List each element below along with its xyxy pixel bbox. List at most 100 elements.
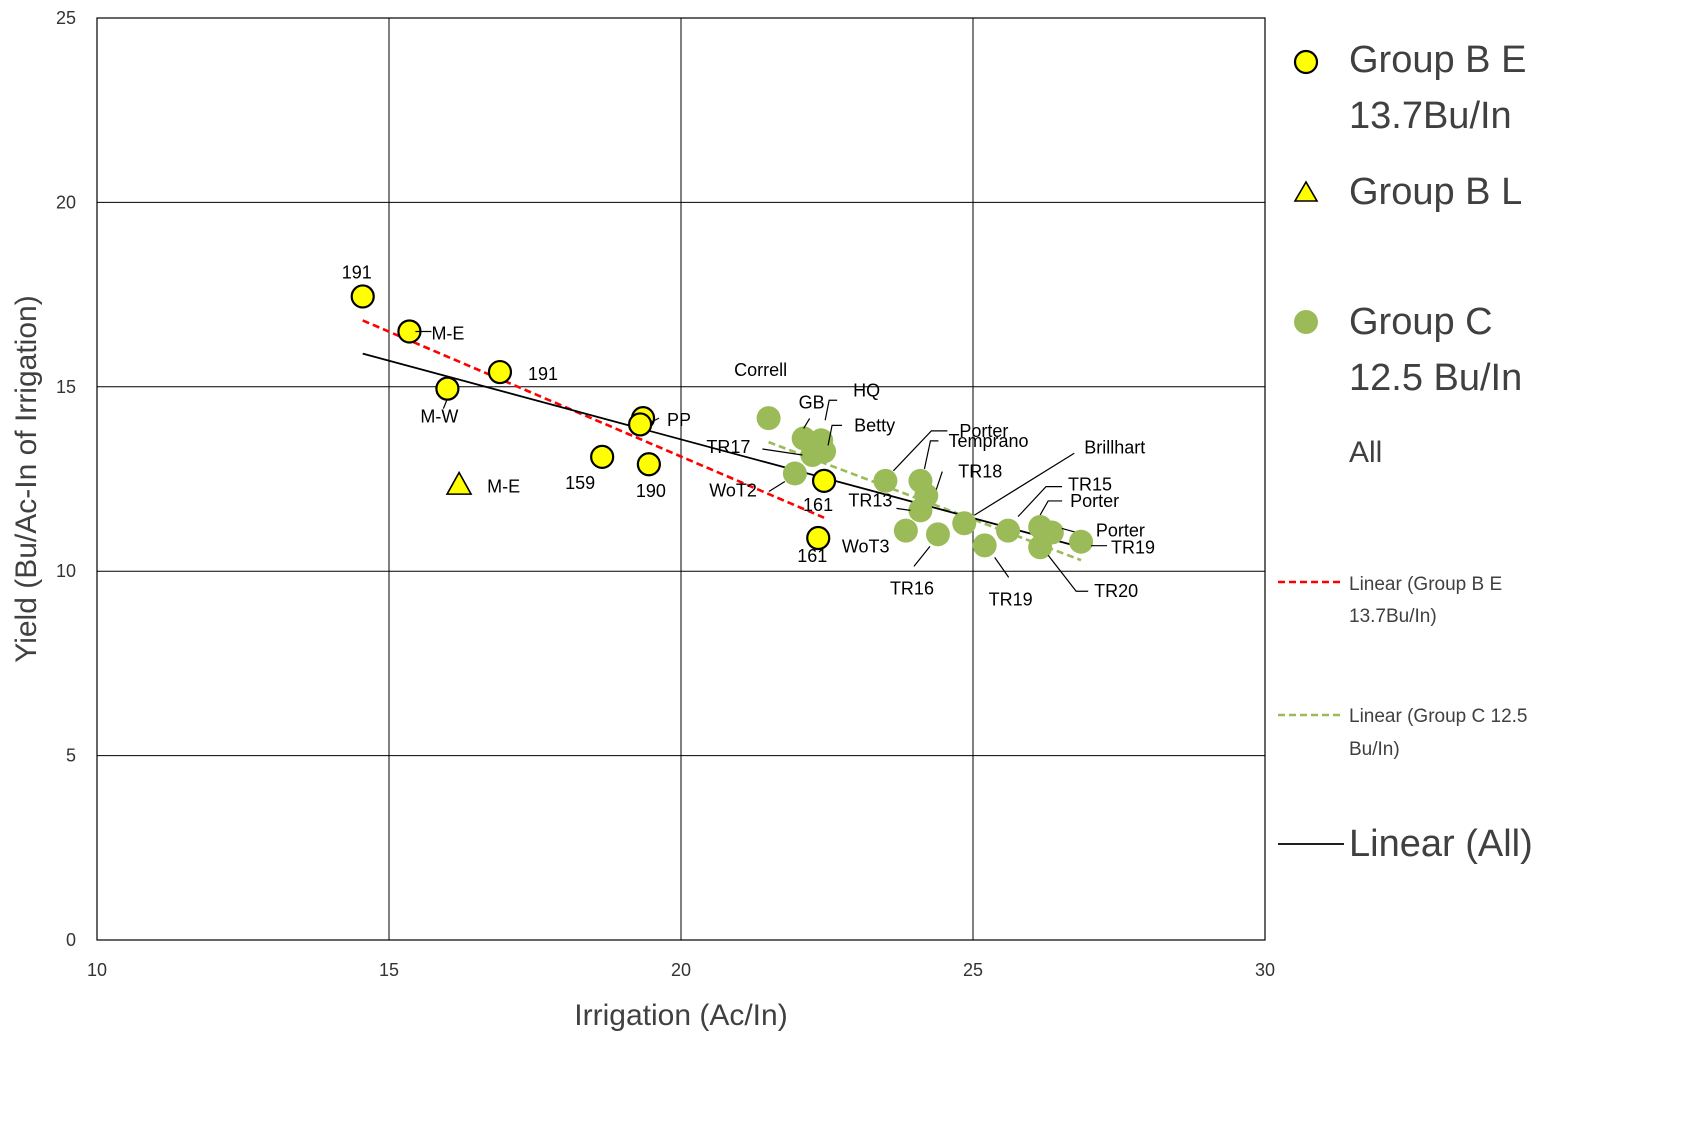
point-label: 159 <box>565 473 595 493</box>
data-point-circle <box>487 359 513 385</box>
x-tick-label: 25 <box>963 960 983 980</box>
y-axis-title: Yield (Bu/Ac-In of Irrigation) <box>10 295 43 662</box>
legend-label: Group B L <box>1349 171 1522 213</box>
legend-label: All <box>1349 436 1382 469</box>
data-point-circle <box>590 444 615 469</box>
legend-label: Linear (All) <box>1349 823 1533 865</box>
point-label-leader <box>923 440 939 469</box>
legend: Group B E 13.7Bu/In Group B L Group C 12.5 B… <box>1278 39 1533 865</box>
point-label: Brillhart <box>1084 437 1145 457</box>
point-label-leader <box>768 480 786 492</box>
point-label: TR17 <box>706 437 750 457</box>
point-label-leader <box>762 448 803 456</box>
data-point-dot <box>756 406 781 431</box>
data-point-circle <box>435 376 460 401</box>
x-axis-title: Irrigation (Ac/In) <box>574 999 787 1032</box>
point-label: TR13 <box>848 490 892 510</box>
point-label-leader <box>994 557 1010 578</box>
point-label: TR15 <box>1068 475 1112 495</box>
legend-symbol-circle <box>1293 49 1319 75</box>
legend-symbol-dot <box>1294 310 1318 334</box>
legend-label: Bu/In) <box>1349 739 1400 760</box>
y-tick-label: 20 <box>56 192 76 212</box>
x-tick-label: 20 <box>671 960 691 980</box>
data-point-circle <box>811 468 837 493</box>
y-tick-label: 0 <box>66 930 76 950</box>
point-label: 161 <box>803 495 833 515</box>
point-label-leader <box>803 418 811 429</box>
legend-label: Group C <box>1349 301 1493 343</box>
y-tick-label: 15 <box>56 377 76 397</box>
x-tick-label: 15 <box>379 960 399 980</box>
data-point-circle <box>636 452 661 477</box>
legend-label: 13.7Bu/In) <box>1349 606 1437 627</box>
legend-label: Linear (Group C 12.5 <box>1349 706 1528 727</box>
data-point-circle <box>628 412 653 437</box>
data-point-dot <box>782 461 807 486</box>
legend-label: 13.7Bu/In <box>1349 95 1512 137</box>
point-label-leader <box>1039 500 1063 516</box>
point-label: TR16 <box>890 578 934 598</box>
legend-symbol-triangle <box>1293 180 1319 202</box>
x-tick-label: 30 <box>1255 960 1275 980</box>
tick-labels: 10 15 20 25 30 0 5 10 15 20 25 <box>56 8 1275 980</box>
y-tick-label: 25 <box>56 8 76 28</box>
data-point-circle <box>350 284 375 309</box>
point-label: Betty <box>854 415 895 435</box>
point-label-leader <box>913 545 931 567</box>
data-point-dot <box>996 518 1021 543</box>
point-label: 190 <box>636 481 666 501</box>
legend-label: 12.5 Bu/In <box>1349 357 1522 399</box>
point-label: 191 <box>342 262 372 282</box>
point-label: GB <box>799 392 825 412</box>
point-label: M-E <box>487 477 520 497</box>
point-label: Porter <box>1070 491 1119 511</box>
point-label: TR20 <box>1094 581 1138 601</box>
point-label-leader <box>1047 554 1089 592</box>
data-point-dot <box>952 511 977 536</box>
data-point-dot <box>925 522 950 547</box>
data-points: 191 M-E 191 M-W PP 159 190 161 161 M-E Correll GB HQ… <box>342 262 1155 609</box>
point-label-leader <box>442 398 448 409</box>
point-label-leader <box>824 399 838 421</box>
trendline <box>362 319 825 519</box>
point-label-leader <box>1017 486 1063 518</box>
point-label: WoT3 <box>842 537 890 557</box>
y-tick-label: 5 <box>66 746 76 766</box>
point-label-leader <box>896 507 911 511</box>
data-point-dot <box>873 468 898 493</box>
point-label-leader <box>892 430 948 472</box>
data-point-circle <box>806 525 831 551</box>
data-point-dot <box>1028 535 1053 560</box>
point-label: TR19 <box>1111 538 1155 558</box>
point-label-leader <box>935 471 943 490</box>
point-label: TR18 <box>958 462 1002 482</box>
data-point-dot <box>1069 529 1094 554</box>
point-label: 191 <box>528 364 558 384</box>
y-tick-label: 10 <box>56 561 76 581</box>
point-label: Temprano <box>948 431 1028 451</box>
point-label: WoT2 <box>709 480 757 500</box>
data-point-dot <box>893 518 918 543</box>
legend-label: Group B E <box>1349 39 1526 81</box>
data-point-dot <box>972 533 997 558</box>
point-label: M-E <box>431 323 464 343</box>
point-label-leader <box>973 452 1075 516</box>
x-tick-label: 10 <box>87 960 107 980</box>
point-label: PP <box>667 410 691 430</box>
point-label: Porter <box>959 421 1008 441</box>
point-label: Correll <box>734 360 787 380</box>
point-label: HQ <box>853 380 880 400</box>
data-point-dot <box>800 443 825 468</box>
point-label: 161 <box>797 546 827 566</box>
point-label: TR19 <box>989 589 1033 609</box>
point-label: Porter <box>1096 520 1145 540</box>
plot-area-frame <box>96 17 1266 941</box>
data-point-triangle <box>445 470 473 495</box>
data-point-dot <box>908 498 933 523</box>
point-label: M-W <box>420 407 458 427</box>
legend-label: Linear (Group B E <box>1349 574 1502 595</box>
point-label-leader <box>827 424 843 446</box>
